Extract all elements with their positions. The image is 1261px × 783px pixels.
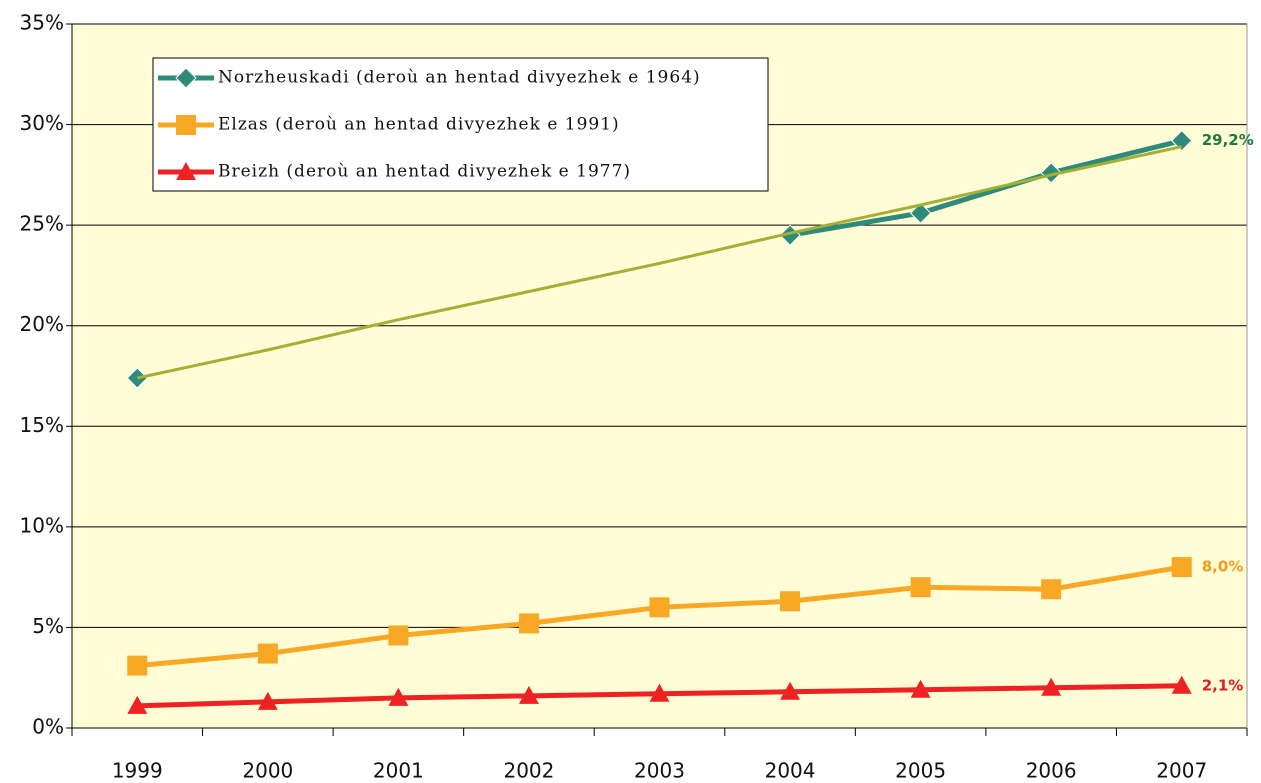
marker [127, 655, 148, 676]
marker [649, 683, 670, 702]
legend: Norzheuskadi (deroù an hentad divyezhek … [152, 57, 769, 192]
y-tick-label: 5% [32, 614, 64, 638]
y-tick-label: 15% [20, 413, 64, 437]
marker [1171, 675, 1192, 694]
marker [649, 597, 670, 618]
marker [1171, 129, 1193, 152]
series-line [789, 138, 1183, 238]
x-tick-label: 1999 [112, 759, 163, 783]
legend-label: Elzas (deroù an hentad divyezhek e 1991) [218, 115, 620, 135]
data-label: 2,1% [1202, 676, 1244, 694]
y-tick-label: 30% [20, 111, 64, 135]
x-tick-label: 2006 [1026, 759, 1077, 783]
marker [518, 613, 539, 634]
marker [257, 643, 278, 664]
marker [1041, 579, 1062, 600]
marker [388, 625, 409, 646]
marker [1041, 677, 1062, 696]
legend-label: Norzheuskadi (deroù an hentad divyezhek … [218, 68, 701, 88]
marker [910, 679, 931, 698]
marker [175, 67, 197, 89]
y-tick-label: 0% [32, 715, 64, 739]
x-tick-label: 2001 [373, 759, 424, 783]
legend-box [152, 57, 769, 192]
legend-label: Breizh (deroù an hentad divyezhek e 1977… [218, 162, 631, 182]
data-label: 8,0% [1202, 558, 1244, 576]
marker [127, 695, 148, 714]
marker [518, 685, 539, 704]
marker [176, 162, 196, 180]
marker [780, 591, 801, 612]
marker [1040, 162, 1062, 184]
marker [909, 202, 932, 224]
y-tick-label: 25% [20, 212, 64, 236]
data-label: 29,2% [1202, 131, 1254, 149]
y-tick-label: 10% [20, 513, 64, 537]
marker [910, 577, 931, 598]
x-tick-label: 2005 [895, 759, 946, 783]
y-tick-label: 20% [20, 312, 64, 336]
x-tick-label: 2007 [1156, 759, 1207, 783]
marker [257, 691, 278, 710]
y-tick-label: 35% [20, 11, 64, 35]
trendline [136, 145, 1183, 380]
x-tick-label: 2000 [242, 759, 293, 783]
x-tick-label: 2003 [634, 759, 685, 783]
marker [1171, 557, 1192, 578]
marker [780, 681, 801, 700]
x-tick-label: 2004 [765, 759, 816, 783]
marker [176, 115, 196, 135]
x-tick-label: 2002 [503, 759, 554, 783]
marker [388, 687, 409, 706]
